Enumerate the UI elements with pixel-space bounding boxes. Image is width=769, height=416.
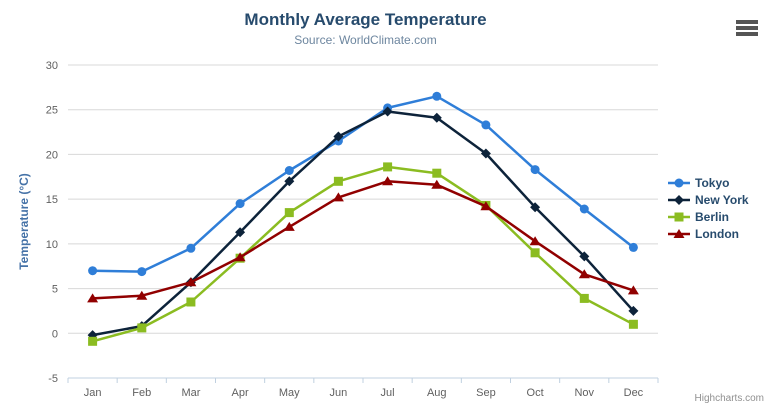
legend-label: London [695,226,739,241]
svg-text:Jun: Jun [330,387,348,399]
svg-text:20: 20 [46,149,58,161]
export-menu-button[interactable] [736,20,758,38]
y-axis: -5 0 5 10 15 20 25 30 [46,60,658,385]
hamburger-icon [736,32,758,36]
chart-subtitle: Source: WorldClimate.com [294,33,437,47]
credits-link[interactable]: Highcharts.com [694,393,764,404]
svg-text:15: 15 [46,194,58,206]
legend-label: Tokyo [695,175,730,190]
series-tokyo[interactable] [88,91,638,277]
svg-text:25: 25 [46,105,58,117]
legend-marker-icon [668,212,690,221]
legend-item-new-york[interactable]: New York [668,191,749,208]
svg-text:May: May [279,387,300,399]
svg-text:0: 0 [52,328,58,340]
svg-text:Feb: Feb [132,387,151,399]
legend-marker-icon [668,178,690,187]
x-axis: Jan Feb Mar Apr May Jun Jul Aug Sep Oct Nov Dec [67,377,659,399]
svg-text:Sep: Sep [476,387,496,399]
legend-label: New York [695,192,749,207]
legend-marker-icon [668,194,690,205]
svg-text:10: 10 [46,239,58,251]
svg-text:Dec: Dec [624,387,644,399]
legend-item-tokyo[interactable]: Tokyo [668,174,749,191]
legend-label: Berlin [695,209,730,224]
svg-text:30: 30 [46,60,58,72]
hamburger-icon [736,20,758,24]
svg-text:Apr: Apr [232,387,249,399]
series-london[interactable] [87,176,639,303]
svg-text:Mar: Mar [181,387,200,399]
svg-text:-5: -5 [48,373,58,385]
legend: Tokyo New York Berlin London [668,174,749,242]
svg-text:Nov: Nov [574,387,594,399]
legend-marker-icon [668,228,690,238]
series-new-york[interactable] [87,106,639,341]
svg-text:Oct: Oct [527,387,544,399]
svg-text:Jan: Jan [84,387,102,399]
chart-title: Monthly Average Temperature [244,10,487,29]
svg-text:Jul: Jul [381,387,395,399]
svg-text:Aug: Aug [427,387,447,399]
legend-item-london[interactable]: London [668,225,749,242]
svg-text:5: 5 [52,284,58,296]
hamburger-icon [736,26,758,30]
y-axis-title: Temperature (°C) [17,173,31,270]
legend-item-berlin[interactable]: Berlin [668,208,749,225]
